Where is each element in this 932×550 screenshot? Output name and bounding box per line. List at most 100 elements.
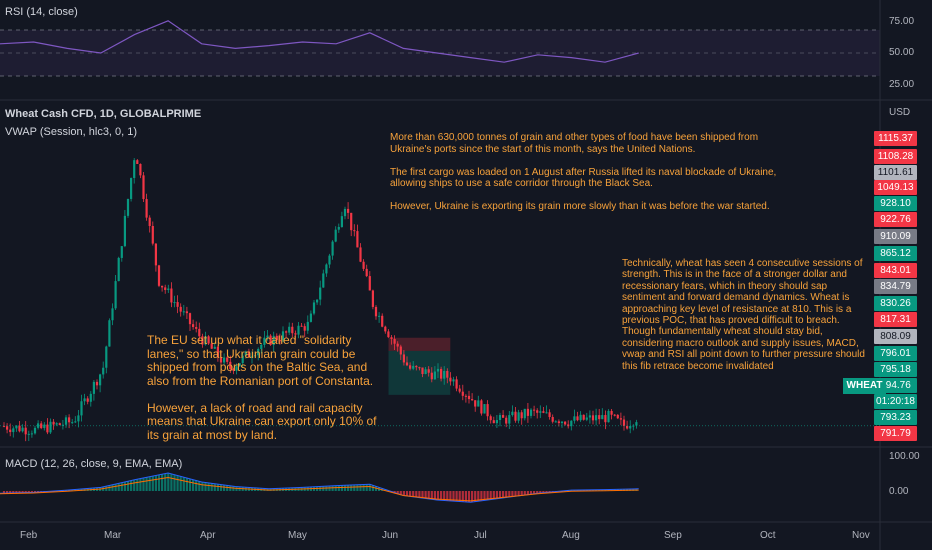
candle-body xyxy=(548,412,551,418)
macd-histogram-bar xyxy=(157,474,161,491)
macd-histogram-bar xyxy=(356,484,359,491)
candle-body xyxy=(579,414,582,421)
macd-histogram-bar xyxy=(508,491,511,498)
candle-body xyxy=(238,363,241,367)
macd-histogram-bar xyxy=(517,491,520,496)
candle-body xyxy=(576,416,579,421)
month-label: Nov xyxy=(852,530,870,541)
macd-histogram-bar xyxy=(446,491,449,501)
candle-body xyxy=(195,327,198,329)
macd-histogram-bar xyxy=(136,479,139,491)
candle-body xyxy=(533,409,536,411)
candle-body xyxy=(570,420,573,427)
candle-body xyxy=(64,417,68,425)
candle-body xyxy=(192,324,195,328)
macd-histogram-bar xyxy=(343,485,347,491)
macd-histogram-bar xyxy=(229,485,232,491)
candle-body xyxy=(40,423,43,429)
candle-body xyxy=(390,337,393,339)
macd-histogram-bar xyxy=(458,491,461,502)
candle-body xyxy=(130,178,133,199)
macd-histogram-bar xyxy=(226,485,229,491)
candle-body xyxy=(269,335,272,345)
price-tag: 01:20:18 xyxy=(874,394,917,409)
candle-body xyxy=(117,257,120,282)
candle-body xyxy=(591,415,595,421)
annotation-eu-lanes: The EU set up what it called "solidarity… xyxy=(147,333,377,442)
candle-body xyxy=(49,421,52,433)
macd-histogram-bar xyxy=(18,491,21,493)
macd-histogram-bar xyxy=(405,491,409,496)
candle-body xyxy=(340,216,343,227)
candle-body xyxy=(18,425,21,432)
macd-histogram-bar xyxy=(108,485,111,491)
macd-histogram-bar xyxy=(179,476,182,491)
macd-histogram-bar xyxy=(598,489,601,491)
candle-body xyxy=(12,428,15,433)
candle-body xyxy=(542,411,545,413)
macd-histogram-bar xyxy=(204,482,207,491)
rsi-axis-25: 25.00 xyxy=(889,79,915,90)
candle-body xyxy=(312,302,316,314)
price-tag: 1101.61 xyxy=(874,165,917,180)
candle-body xyxy=(334,229,337,242)
symbol-title[interactable]: Wheat Cash CFD, 1D, GLOBALPRIME xyxy=(5,108,202,120)
candle-body xyxy=(567,424,570,427)
candle-body xyxy=(77,415,80,422)
candle-body xyxy=(601,415,604,420)
candle-body xyxy=(151,225,154,244)
macd-histogram-bar xyxy=(579,489,582,491)
macd-histogram-bar xyxy=(12,491,15,493)
candle-body xyxy=(46,424,49,433)
macd-histogram-bar xyxy=(393,491,396,493)
month-label: Mar xyxy=(104,530,122,541)
candle-body xyxy=(371,290,374,307)
price-tag: 817.31 xyxy=(874,312,917,327)
macd-histogram-bar xyxy=(452,491,455,502)
macd-histogram-bar xyxy=(15,491,18,493)
macd-histogram-bar xyxy=(337,485,340,491)
candle-body xyxy=(604,415,607,423)
macd-histogram-bar xyxy=(548,491,551,493)
candle-body xyxy=(331,241,334,256)
candle-body xyxy=(449,377,452,382)
candle-body xyxy=(508,415,511,424)
candle-body xyxy=(502,415,505,418)
rsi-title: RSI (14, close) xyxy=(5,6,78,18)
candle-body xyxy=(539,411,542,413)
macd-histogram-bar xyxy=(173,474,176,491)
candle-body xyxy=(551,417,554,422)
macd-histogram-bar xyxy=(486,491,489,500)
macd-histogram-bar xyxy=(133,479,136,491)
month-label: Apr xyxy=(200,530,216,541)
macd-histogram-bar xyxy=(455,491,458,502)
candle-body xyxy=(464,395,467,397)
macd-histogram-bar xyxy=(424,491,427,499)
macd-histogram-bar xyxy=(477,491,480,502)
macd-histogram-bar xyxy=(111,484,114,491)
candle-body xyxy=(297,325,300,335)
candle-body xyxy=(477,400,480,407)
price-tag: 808.09 xyxy=(874,329,917,344)
candle-body xyxy=(365,268,368,277)
macd-histogram-bar xyxy=(502,491,505,498)
macd-histogram-bar xyxy=(167,473,170,491)
macd-histogram-bar xyxy=(161,474,164,491)
candle-body xyxy=(393,338,396,344)
macd-histogram-bar xyxy=(334,485,337,491)
candle-body xyxy=(167,288,170,290)
macd-histogram-bar xyxy=(27,491,30,493)
currency-label: USD xyxy=(889,107,911,118)
candle-body xyxy=(21,427,24,432)
candle-body xyxy=(142,175,145,200)
candle-body xyxy=(399,346,402,355)
month-label: Feb xyxy=(20,530,38,541)
candle-body xyxy=(424,369,427,375)
macd-histogram-bar xyxy=(588,489,591,491)
candle-body xyxy=(24,427,27,435)
price-tag: 922.76 xyxy=(874,212,917,227)
macd-histogram-bar xyxy=(433,491,436,500)
candle-body xyxy=(560,421,564,424)
macd-histogram-bar xyxy=(154,475,157,491)
